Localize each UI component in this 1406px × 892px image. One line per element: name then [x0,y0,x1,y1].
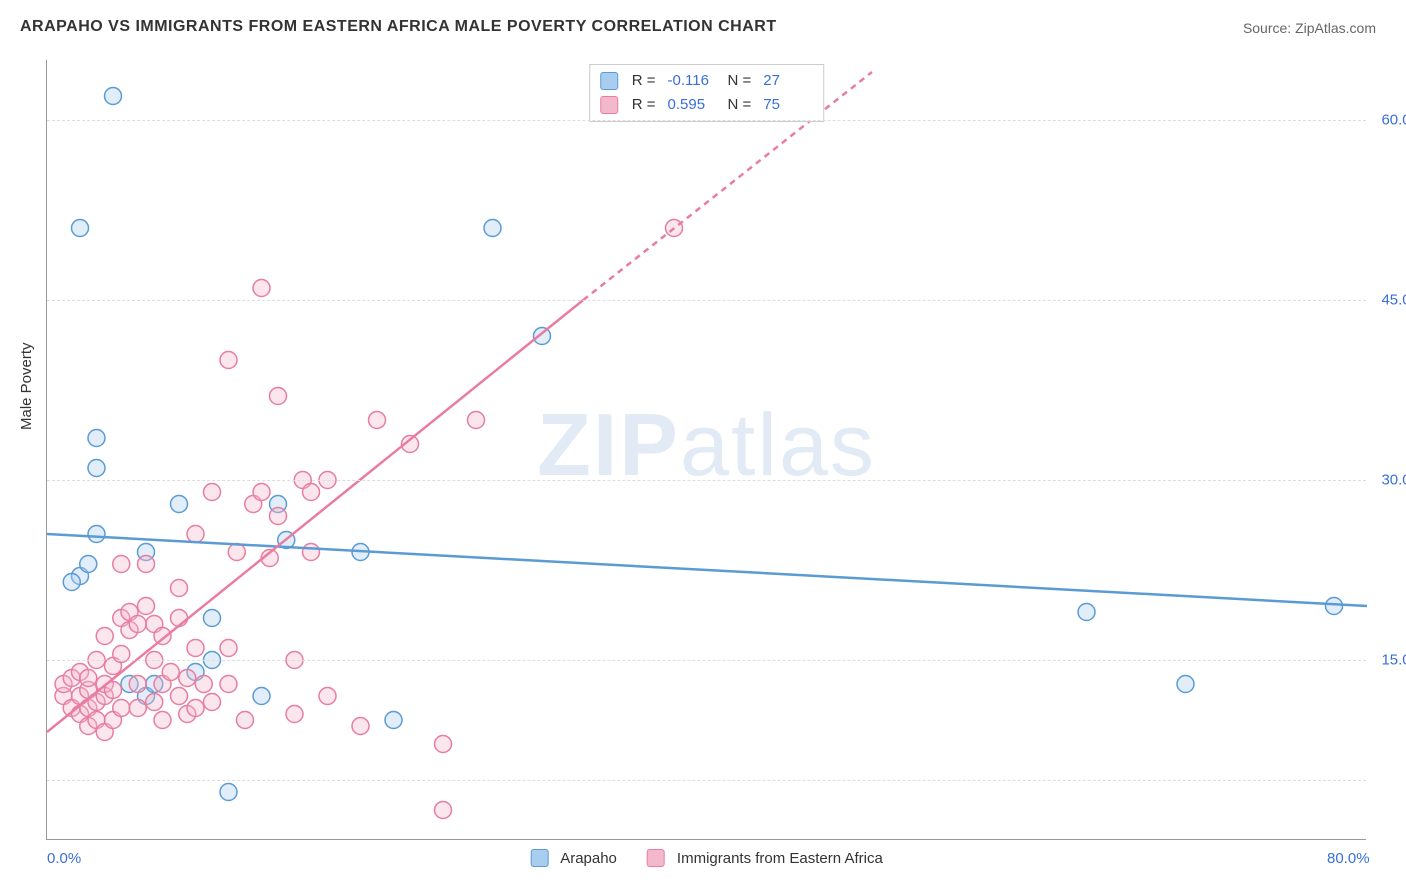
n-label: N = [728,69,752,93]
data-point [237,712,254,729]
data-point [286,706,303,723]
data-point [484,220,501,237]
data-point [534,328,551,345]
n-label: N = [728,93,752,117]
data-point [63,574,80,591]
data-point [319,688,336,705]
data-point [303,484,320,501]
data-point [228,544,245,561]
source-name: ZipAtlas.com [1295,20,1376,36]
series-legend: Arapaho Immigrants from Eastern Africa [530,849,883,867]
gridline [47,300,1366,301]
data-point [187,640,204,657]
data-point [220,676,237,693]
data-point [385,712,402,729]
y-tick-label: 15.0% [1381,652,1406,669]
data-point [138,598,155,615]
x-tick-label: 0.0% [47,850,81,867]
y-tick-label: 30.0% [1381,472,1406,489]
data-point [179,670,196,687]
data-point [303,544,320,561]
data-point [113,700,130,717]
chart-title: ARAPAHO VS IMMIGRANTS FROM EASTERN AFRIC… [20,18,777,36]
source-attribution: Source: ZipAtlas.com [1243,20,1376,36]
data-point [435,736,452,753]
x-tick-label: 80.0% [1327,850,1370,867]
data-point [88,430,105,447]
data-point [270,508,287,525]
stats-row: R = 0.595 N = 75 [600,93,814,117]
legend-label: Arapaho [560,850,617,867]
data-point [204,484,221,501]
data-point [1177,676,1194,693]
r-label: R = [632,93,656,117]
data-point [129,616,146,633]
data-point [171,688,188,705]
n-value: 27 [763,69,813,93]
y-tick-label: 45.0% [1381,292,1406,309]
y-axis-title: Male Poverty [18,342,35,430]
data-point [80,556,97,573]
legend-item: Immigrants from Eastern Africa [647,849,883,867]
legend-swatch [530,849,548,867]
r-label: R = [632,69,656,93]
data-point [162,664,179,681]
y-tick-label: 60.0% [1381,112,1406,129]
stats-row: R = -0.116 N = 27 [600,69,814,93]
data-point [220,784,237,801]
data-point [187,700,204,717]
data-point [220,352,237,369]
data-point [171,496,188,513]
data-point [146,694,163,711]
data-point [129,700,146,717]
gridline [47,660,1366,661]
source-prefix: Source: [1243,20,1295,36]
data-point [171,610,188,627]
data-point [204,694,221,711]
data-point [220,640,237,657]
data-point [253,688,270,705]
data-point [204,610,221,627]
data-point [253,280,270,297]
data-point [138,556,155,573]
data-point [72,220,89,237]
gridline [47,780,1366,781]
data-point [1078,604,1095,621]
data-point [352,718,369,735]
data-point [187,526,204,543]
data-point [129,676,146,693]
data-point [1326,598,1343,615]
data-point [253,484,270,501]
trend-line [47,300,583,732]
data-point [88,526,105,543]
data-point [88,460,105,477]
legend-swatch [600,96,618,114]
legend-label: Immigrants from Eastern Africa [677,850,883,867]
data-point [154,628,171,645]
scatter-chart: ZIPatlas R = -0.116N = 27R = 0.595N = 75… [46,60,1366,840]
legend-swatch [647,849,665,867]
trend-line [47,534,1367,606]
stats-legend: R = -0.116 N = 27 R = 0.595 N = 75 [589,64,825,122]
data-point [80,670,97,687]
r-value: 0.595 [668,93,718,117]
gridline [47,120,1366,121]
data-point [270,388,287,405]
legend-item: Arapaho [530,849,617,867]
data-point [369,412,386,429]
data-point [435,802,452,819]
data-point [96,628,113,645]
data-point [154,712,171,729]
chart-svg [47,60,1367,840]
n-value: 75 [763,93,813,117]
data-point [195,676,212,693]
gridline [47,480,1366,481]
data-point [171,580,188,597]
data-point [105,88,122,105]
r-value: -0.116 [668,69,718,93]
legend-swatch [600,72,618,90]
data-point [468,412,485,429]
data-point [113,556,130,573]
